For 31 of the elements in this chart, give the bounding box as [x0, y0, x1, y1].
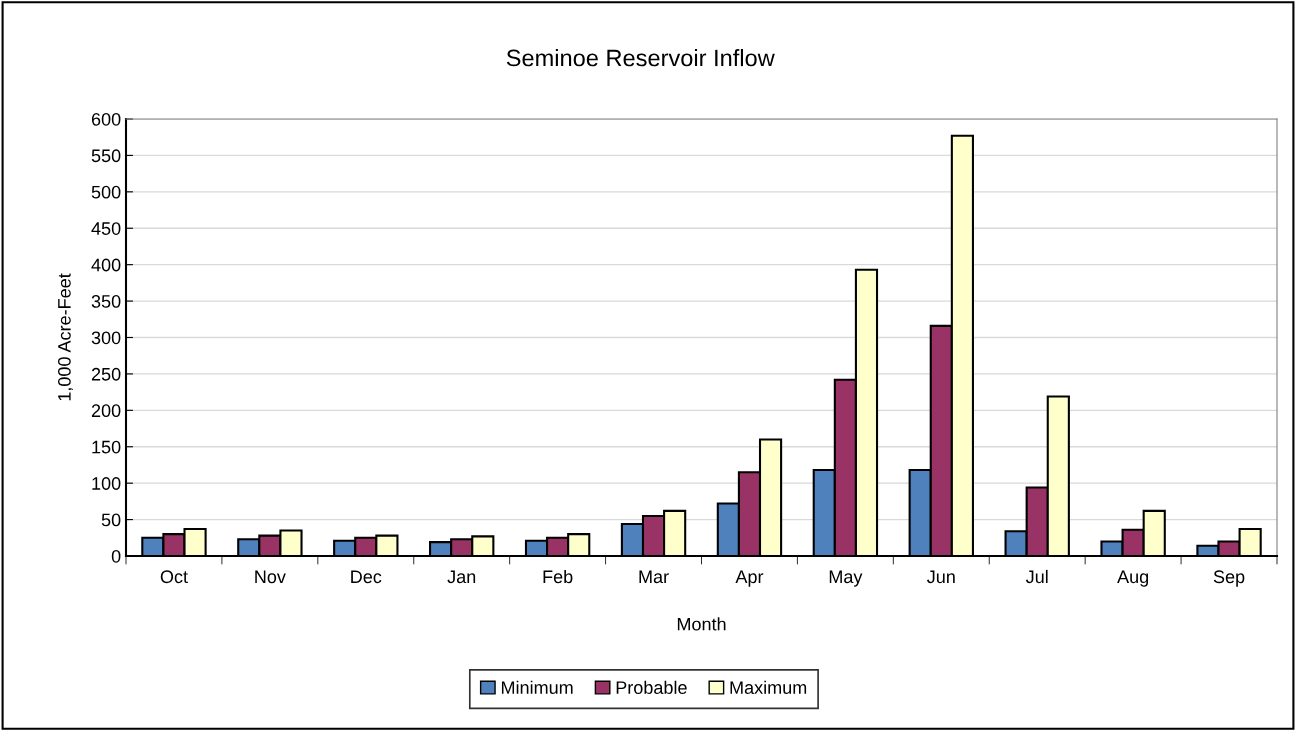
- x-tick-label: Aug: [1117, 570, 1149, 587]
- y-tick-label: 200: [91, 404, 121, 418]
- y-tick-label: 250: [91, 367, 121, 381]
- y-tick-label: 550: [91, 149, 121, 163]
- legend-label: Minimum: [501, 680, 573, 694]
- x-tick-label: May: [829, 570, 863, 587]
- y-tick-label: 350: [91, 295, 121, 308]
- x-tick-label: Dec: [351, 570, 382, 584]
- x-tick-label: Sep: [1213, 570, 1245, 587]
- y-tick-label: 100: [92, 477, 121, 490]
- y-tick-label: 450: [91, 222, 121, 235]
- chart-title: Seminoe Reservoir Inflow: [506, 49, 775, 67]
- x-tick-label: Apr: [735, 570, 764, 587]
- legend-label: Probable: [616, 680, 687, 694]
- y-tick-label: 500: [91, 185, 121, 199]
- x-tick-label: Feb: [543, 569, 573, 584]
- y-tick-label: 300: [91, 331, 121, 345]
- y-tick-label: 400: [91, 258, 121, 272]
- y-tick-label: 50: [101, 513, 121, 527]
- x-tick-label: Jul: [1025, 569, 1048, 584]
- x-tick-label: Mar: [639, 570, 669, 584]
- y-tick-label: 0: [111, 549, 121, 563]
- x-tick-label: Oct: [160, 570, 188, 584]
- x-tick-label: Jan: [447, 570, 476, 584]
- x-tick-label: Jun: [927, 570, 955, 584]
- y-tick-label: 600: [91, 112, 121, 126]
- x-axis-title: Month: [677, 617, 726, 631]
- legend-label: Maximum: [730, 680, 807, 694]
- x-tick-label: Nov: [255, 570, 286, 584]
- y-axis-title: 1,000 Acre-Feet: [58, 273, 73, 401]
- y-tick-label: 150: [92, 440, 121, 454]
